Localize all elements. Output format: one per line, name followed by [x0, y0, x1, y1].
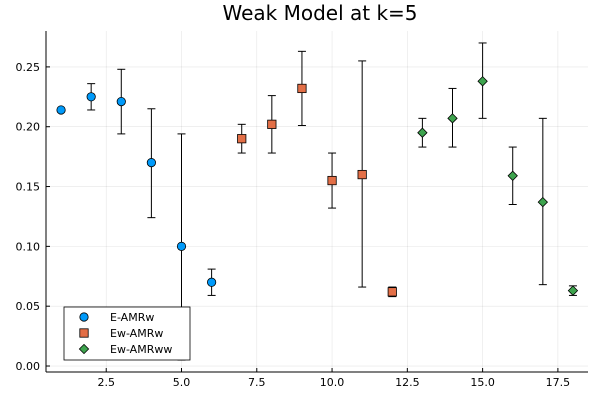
legend-marker	[79, 312, 89, 322]
marker-layer	[56, 76, 579, 297]
x-tick-label: 7.5	[248, 376, 266, 389]
x-tick-label: 12.5	[395, 376, 420, 389]
legend-label: Ew-AMRww	[110, 343, 172, 356]
y-tick-label: 0.25	[16, 61, 41, 74]
y-tick-label: 0.10	[16, 240, 41, 253]
data-point	[357, 169, 367, 180]
data-point	[297, 83, 307, 94]
y-tick-label: 0.05	[16, 300, 41, 313]
x-tick-label: 15.0	[470, 376, 495, 389]
data-point	[537, 196, 549, 208]
data-point	[207, 277, 217, 287]
data-point	[327, 175, 337, 186]
data-point	[477, 76, 488, 87]
data-point	[417, 127, 428, 138]
data-point	[567, 285, 579, 296]
y-tick-label: 0.15	[16, 181, 41, 194]
data-point	[146, 158, 156, 168]
legend-label: Ew-AMRw	[110, 327, 163, 340]
data-point	[86, 92, 96, 102]
y-tick-label: 0.20	[16, 121, 41, 134]
x-tick-label: 10.0	[320, 376, 345, 389]
legend-label: E-AMRw	[110, 311, 154, 324]
data-point	[56, 105, 66, 115]
data-point	[267, 119, 277, 129]
data-point	[237, 134, 247, 144]
data-point	[116, 96, 126, 107]
x-tick-label: 17.5	[546, 376, 571, 389]
chart-title: Weak Model at k=5	[222, 1, 417, 25]
data-point	[447, 113, 458, 124]
legend-marker	[78, 343, 90, 355]
x-tick-label: 2.5	[97, 376, 115, 389]
y-tick-label: 0.00	[16, 360, 41, 373]
legend-marker	[79, 328, 89, 338]
x-tick-label: 5.0	[173, 376, 191, 389]
axes-layer: 2.5 5.0 7.5 10.0 12.5 15.0 17.5 0.00 0.05 0.10 0.1…	[16, 31, 588, 389]
data-point	[176, 241, 187, 251]
legend: E-AMRw Ew-AMRw Ew-AMRww	[63, 306, 191, 361]
data-point	[507, 170, 518, 181]
data-point	[387, 287, 397, 297]
